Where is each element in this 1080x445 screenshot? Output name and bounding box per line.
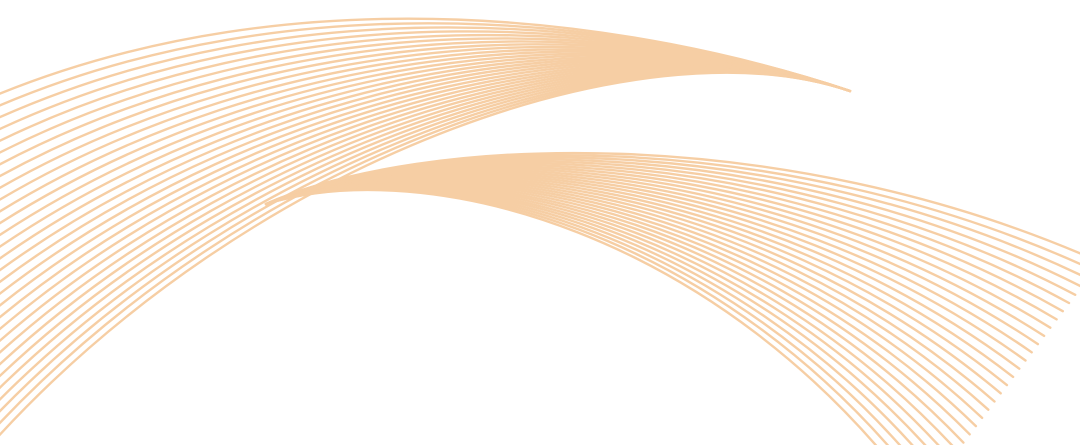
fan-curve (0, 71, 852, 437)
fan-curve (264, 178, 996, 403)
bottom-curve-fan (264, 151, 1080, 445)
top-curve-fan (0, 17, 852, 437)
fan-layer (0, 17, 1080, 445)
fan-curve (264, 188, 878, 445)
fan-curve (264, 184, 954, 445)
